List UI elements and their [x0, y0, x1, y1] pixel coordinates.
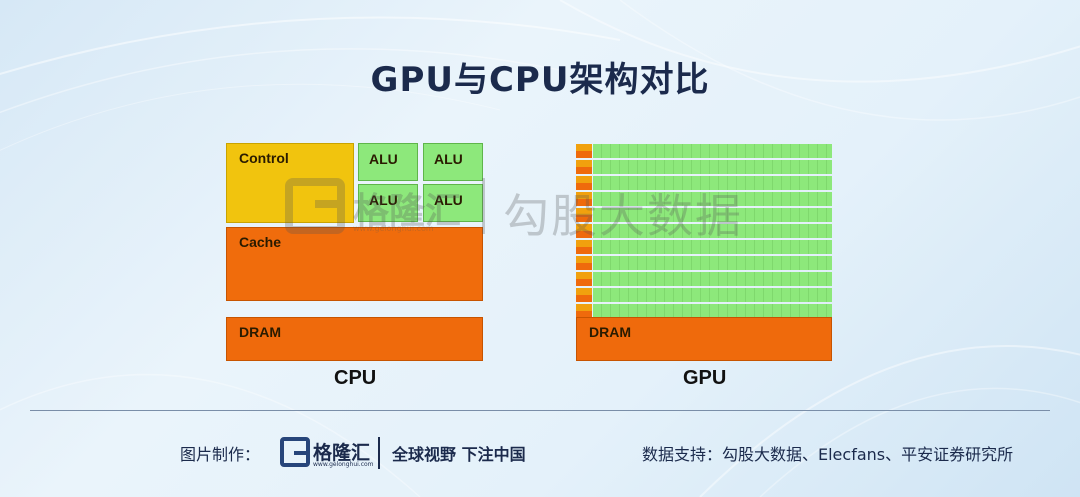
gpu-alu-strip — [593, 207, 832, 222]
gpu-alu-strip — [593, 175, 832, 190]
gpu-control-cell — [576, 287, 592, 295]
cpu-dram-block: DRAM — [226, 317, 483, 361]
gpu-cache-cell — [576, 278, 592, 286]
cpu-alu-label: ALU — [369, 192, 398, 208]
gpu-control-cell — [576, 159, 592, 167]
gpu-core-row — [576, 271, 832, 286]
cpu-alu-label: ALU — [434, 151, 463, 167]
cpu-control-block: Control — [226, 143, 354, 223]
gpu-control-cell — [576, 255, 592, 263]
gpu-control-cell — [576, 271, 592, 279]
footer-brand-divider — [378, 437, 380, 469]
gpu-alu-strip — [593, 287, 832, 302]
gpu-cache-cell — [576, 230, 592, 238]
gpu-alu-strip — [593, 255, 832, 270]
gpu-cache-cell — [576, 262, 592, 270]
footer-credit-label: 图片制作： — [180, 445, 261, 464]
gpu-alu-strip — [593, 144, 832, 158]
gpu-control-cell — [576, 144, 592, 151]
page-title: GPU与CPU架构对比 — [370, 60, 710, 100]
gpu-control-cell — [576, 191, 592, 199]
cpu-caption: CPU — [334, 367, 377, 389]
cpu-dram-label: DRAM — [239, 324, 281, 340]
gpu-core-row — [576, 239, 832, 254]
cpu-cache-block: Cache — [226, 227, 483, 301]
gpu-alu-strip — [593, 239, 832, 254]
gpu-alu-strip — [593, 271, 832, 286]
watermark-brand: 格隆汇 — [353, 191, 462, 232]
cpu-cache-label: Cache — [239, 234, 282, 250]
footer-url: www.gelonghui.com — [313, 461, 374, 468]
watermark-logo-bar — [315, 200, 337, 208]
gpu-cache-cell — [576, 294, 592, 302]
footer-divider — [30, 410, 1050, 411]
gpu-dram-block: DRAM — [576, 317, 832, 361]
footer-logo-icon — [280, 437, 310, 467]
gpu-cache-cell — [576, 182, 592, 190]
gpu-control-cell — [576, 239, 592, 247]
gpu-core-row — [576, 207, 832, 222]
gpu-core-row — [576, 159, 832, 174]
gpu-core-row — [576, 303, 832, 318]
gpu-cache-cell — [576, 151, 592, 158]
gpu-cache-cell — [576, 310, 592, 318]
watermark-divider — [482, 178, 485, 234]
gpu-cache-cell — [576, 198, 592, 206]
footer-slogan: 全球视野 下注中国 — [392, 445, 526, 464]
gpu-cache-cell — [576, 246, 592, 254]
gpu-core-row — [576, 191, 832, 206]
cpu-alu-block: ALU — [423, 184, 483, 222]
cpu-alu-label: ALU — [369, 151, 398, 167]
gpu-control-cell — [576, 175, 592, 183]
gpu-core-row — [576, 223, 832, 238]
gpu-control-cell — [576, 223, 592, 231]
cpu-alu-label: ALU — [434, 192, 463, 208]
cpu-control-label: Control — [239, 150, 289, 166]
gpu-core-row — [576, 287, 832, 302]
gpu-alu-strip — [593, 159, 832, 174]
gpu-core-row — [576, 255, 832, 270]
gpu-control-cell — [576, 303, 592, 311]
gpu-caption: GPU — [683, 367, 727, 389]
footer-logo-bar — [294, 451, 306, 455]
watermark-logo-icon — [285, 178, 345, 234]
watermark-name: 勾股大数据 — [503, 189, 743, 243]
footer-brand: 格隆汇 — [313, 442, 371, 464]
cpu-alu-block: ALU — [358, 143, 418, 181]
cpu-alu-block: ALU — [423, 143, 483, 181]
gpu-core-row — [576, 175, 832, 190]
gpu-alu-strip — [593, 191, 832, 206]
cpu-alu-block: ALU — [358, 184, 418, 222]
gpu-cache-cell — [576, 214, 592, 222]
gpu-dram-label: DRAM — [589, 324, 631, 340]
footer-source: 数据支持：勾股大数据、Elecfans、平安证券研究所 — [642, 445, 1014, 464]
gpu-core-row — [576, 144, 832, 158]
gpu-cache-cell — [576, 166, 592, 174]
gpu-alu-strip — [593, 223, 832, 238]
gpu-control-cell — [576, 207, 592, 215]
gpu-alu-strip — [593, 303, 832, 318]
watermark-url: www.gelonghui.com — [353, 224, 434, 233]
